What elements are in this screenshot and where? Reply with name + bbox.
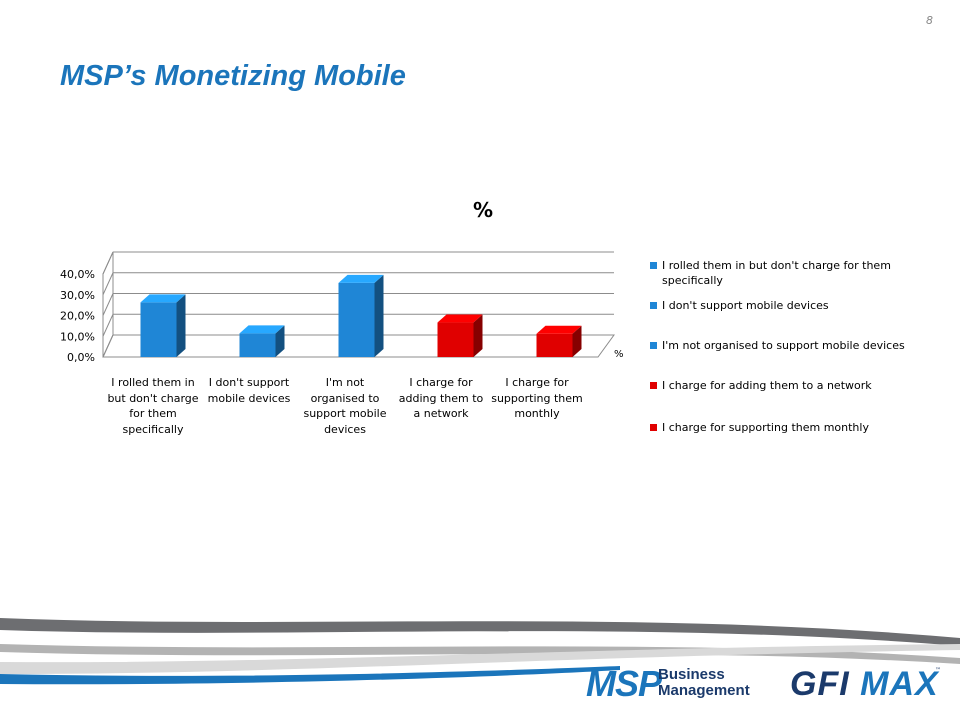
gfi-max-logo: GFI MAX <box>790 665 939 703</box>
bar-side <box>275 325 285 357</box>
legend-label: I don't support mobile devices <box>662 299 829 312</box>
category-label: I charge for supporting them monthly <box>491 376 583 420</box>
legend-swatch <box>650 302 657 309</box>
bar-side <box>473 314 483 357</box>
bar <box>140 302 177 357</box>
slide-title: MSP’s Monetizing Mobile <box>60 60 406 92</box>
y-tick-label: 0,0% <box>67 351 95 364</box>
bar-top <box>338 274 384 283</box>
bar <box>338 282 375 357</box>
gridline-side <box>102 293 114 316</box>
legend-label: I rolled them in but don't charge for th… <box>662 259 891 287</box>
legend-label: I charge for supporting them monthly <box>662 421 869 434</box>
gridline-side <box>102 272 114 295</box>
bar <box>536 333 573 357</box>
legend-swatch <box>650 262 657 269</box>
footer-swoosh <box>0 618 960 685</box>
legend-swatch <box>650 382 657 389</box>
category-label: I charge for adding them to a network <box>398 376 484 420</box>
category-label: I don't support mobile devices <box>207 376 291 405</box>
bar-chart: 0,0% 10,0% 20,0% 30,0% 40,0%% <box>60 251 624 364</box>
bar-top <box>437 314 483 323</box>
legend-swatch <box>650 342 657 349</box>
msp-logo-text: Business Management <box>658 666 750 699</box>
depth-axis-label: % <box>614 349 624 360</box>
legend-label: I'm not organised to support mobile devi… <box>662 339 905 352</box>
bar <box>437 322 474 357</box>
category-label: I'm not organised to support mobile devi… <box>303 376 387 436</box>
slide-number: 8 <box>926 14 933 27</box>
legend-label: I charge for adding them to a network <box>662 379 872 392</box>
bar <box>239 333 276 357</box>
bar-side <box>176 294 186 357</box>
bar-top <box>140 294 186 303</box>
y-tick-label: 20,0% <box>60 310 95 323</box>
y-tick-label: 30,0% <box>60 289 95 302</box>
bar-side <box>374 274 384 357</box>
bar-top <box>536 325 582 334</box>
legend-swatch <box>650 424 657 431</box>
bar-side <box>572 325 582 357</box>
gridline-side <box>102 314 114 337</box>
bar-top <box>239 325 285 334</box>
category-label: I rolled them in but don't charge for th… <box>107 376 199 436</box>
y-tick-label: 40,0% <box>60 268 95 281</box>
msp-logo-mark: MSP <box>586 663 662 704</box>
trademark-mark: ™ <box>935 667 941 674</box>
y-tick-label: 10,0% <box>60 330 95 343</box>
gridline-side <box>102 334 114 358</box>
chart-title: % <box>472 198 494 222</box>
gridline-side <box>102 251 114 275</box>
